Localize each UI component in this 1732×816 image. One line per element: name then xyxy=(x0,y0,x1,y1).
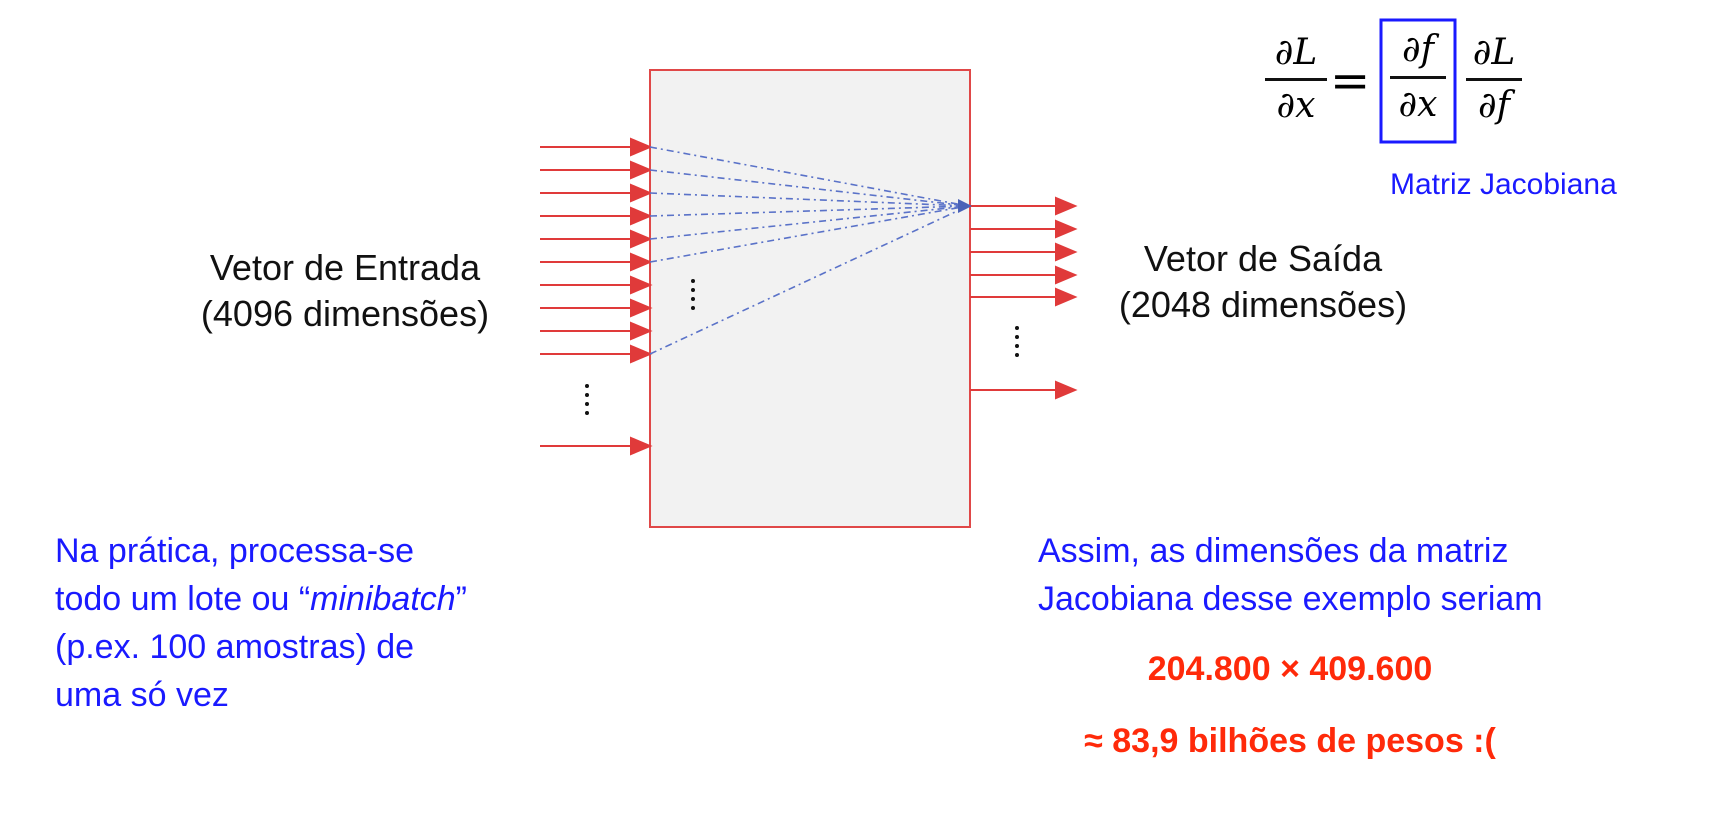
jacobian-dims-note: Assim, as dimensões da matriz Jacobiana … xyxy=(1038,527,1543,623)
input-arrows xyxy=(540,137,653,456)
eq-lhs-fraction: ∂L ∂x xyxy=(1226,30,1366,129)
eq-jacobian-numerator: ∂f xyxy=(1402,29,1434,70)
jacobian-dimensions-result: 204.800 × 409.600 xyxy=(1147,650,1433,688)
eq-jacobian-denominator: ∂x xyxy=(1398,84,1438,125)
connection-node xyxy=(958,199,972,213)
jacobian-label: Matriz Jacobiana xyxy=(1390,168,1617,201)
output-vector-label: Vetor de Saída (2048 dimensões) xyxy=(1098,236,1428,328)
eq-jacobian-fraction: ∂f ∂x xyxy=(1384,26,1452,129)
minibatch-note-line2-post: ” xyxy=(455,580,467,618)
minibatch-note-line3: (p.ex. 100 amostras) de xyxy=(55,628,415,666)
input-vector-dims: (4096 dimensões) xyxy=(200,293,490,334)
jacobian-row-lines xyxy=(649,146,969,355)
input-vector-label: Vetor de Entrada (4096 dimensões) xyxy=(180,245,510,337)
ellipsis-inputs xyxy=(582,384,592,420)
minibatch-note-line2-pre: todo um lote ou “ xyxy=(55,580,311,618)
eq-rhs-numerator: ∂L xyxy=(1472,32,1516,73)
eq-lhs-fraction-bar xyxy=(1265,78,1327,81)
eq-lhs-numerator: ∂L xyxy=(1274,32,1318,73)
minibatch-note-line2: todo um lote ou “minibatch” xyxy=(55,575,467,623)
minibatch-note-line1: Na prática, processa-se xyxy=(55,532,415,570)
output-arrows xyxy=(970,196,1078,400)
weights-count-result: ≈ 83,9 bilhões de pesos :( xyxy=(1084,722,1496,760)
eq-equals-sign: = xyxy=(1330,53,1371,109)
output-vector-title: Vetor de Saída xyxy=(1143,238,1383,279)
output-vector-dims: (2048 dimensões) xyxy=(1118,284,1408,325)
minibatch-term: minibatch xyxy=(310,580,456,618)
eq-rhs-fraction: ∂L ∂f xyxy=(1460,30,1528,129)
layer-box xyxy=(649,69,971,528)
eq-lhs-denominator: ∂x xyxy=(1276,85,1316,126)
input-vector-title: Vetor de Entrada xyxy=(209,247,481,288)
eq-rhs-fraction-bar xyxy=(1466,78,1522,81)
ellipsis-outputs xyxy=(1012,326,1022,362)
minibatch-note: Na prática, processa-se todo um lote ou … xyxy=(55,527,467,719)
jacobian-highlight-box xyxy=(1379,18,1457,144)
jacobian-dims-note-line2: Jacobiana desse exemplo seriam xyxy=(1038,580,1543,618)
eq-rhs-denominator: ∂f xyxy=(1478,85,1510,126)
eq-jacobian-fraction-bar xyxy=(1390,76,1446,79)
minibatch-note-line4: uma só vez xyxy=(55,676,229,714)
ellipsis-inside-box xyxy=(688,279,698,315)
jacobian-dims-note-line1: Assim, as dimensões da matriz xyxy=(1038,532,1509,570)
